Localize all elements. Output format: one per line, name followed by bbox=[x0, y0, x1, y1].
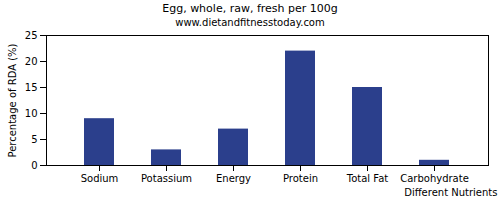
svg-text:Total Fat: Total Fat bbox=[346, 173, 388, 184]
svg-text:10: 10 bbox=[25, 108, 38, 119]
svg-text:Energy: Energy bbox=[216, 173, 251, 184]
svg-text:Carbohydrate: Carbohydrate bbox=[400, 173, 469, 184]
html-text:www.dietandfitnesstoday.com: www.dietandfitnesstoday.com bbox=[175, 17, 325, 28]
svg-text:Different Nutrients: Different Nutrients bbox=[404, 187, 497, 198]
svg-text:0: 0 bbox=[31, 160, 37, 171]
svg-text:25: 25 bbox=[25, 30, 38, 41]
svg-text:20: 20 bbox=[25, 56, 38, 67]
svg-text:5: 5 bbox=[31, 134, 37, 145]
svg-text:Percentage of RDA (%): Percentage of RDA (%) bbox=[7, 43, 18, 157]
svg-text:15: 15 bbox=[25, 82, 38, 93]
svg-text:Protein: Protein bbox=[283, 173, 318, 184]
svg-text:Potassium: Potassium bbox=[141, 173, 192, 184]
svg-text:Sodium: Sodium bbox=[81, 173, 119, 184]
html-text:Egg, whole, raw, fresh per 100: Egg, whole, raw, fresh per 100g bbox=[162, 2, 338, 15]
